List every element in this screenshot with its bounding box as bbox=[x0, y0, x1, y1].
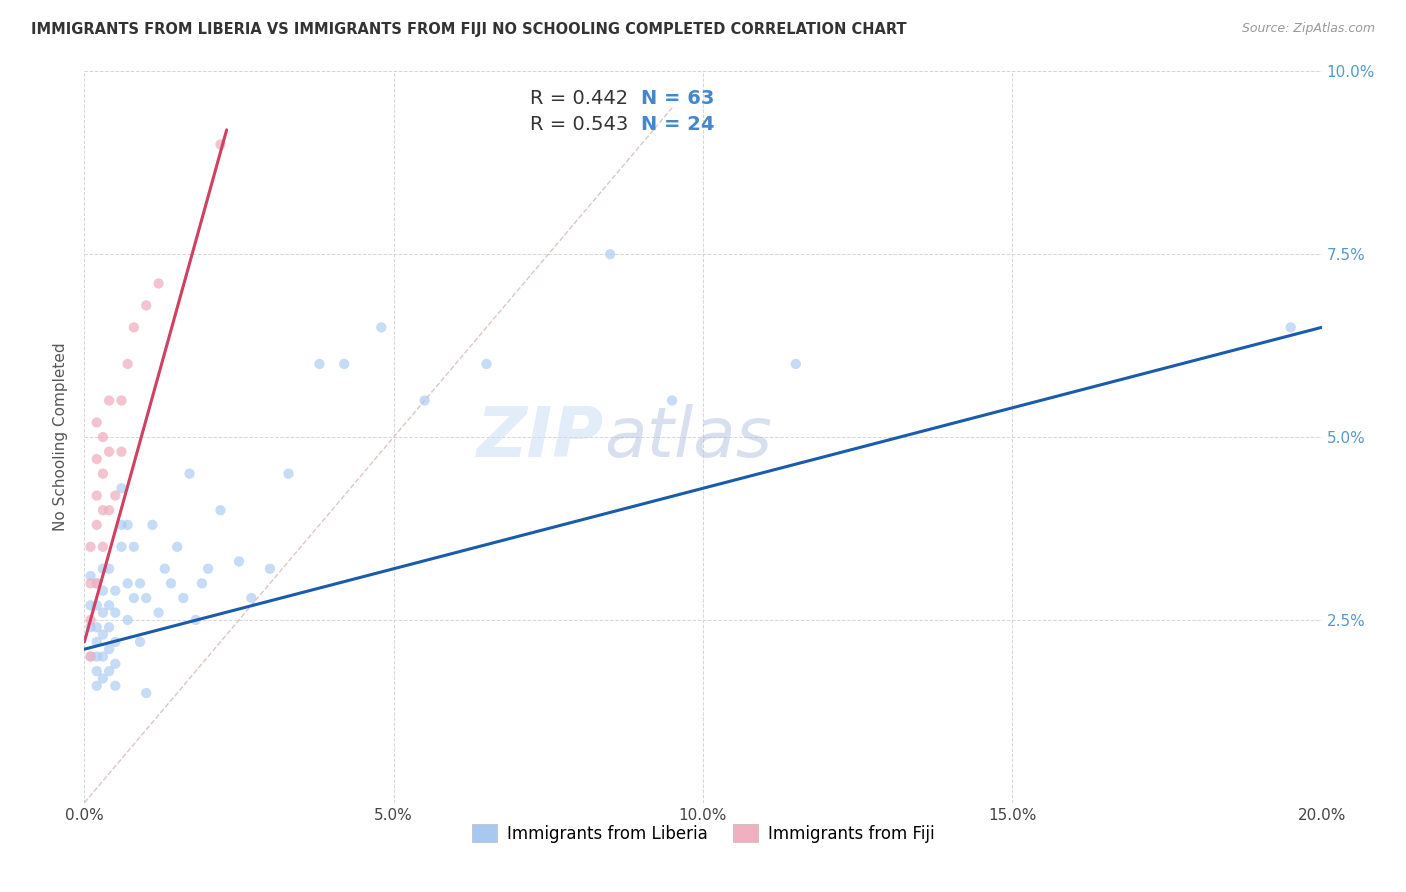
Point bbox=[98, 620, 121, 634]
Point bbox=[129, 635, 152, 649]
Point bbox=[179, 467, 201, 481]
Legend: Immigrants from Liberia, Immigrants from Fiji: Immigrants from Liberia, Immigrants from… bbox=[465, 818, 941, 849]
Point bbox=[104, 583, 127, 598]
Point bbox=[91, 627, 114, 641]
Point bbox=[91, 562, 114, 576]
Point bbox=[122, 591, 145, 605]
Point bbox=[599, 247, 621, 261]
Point bbox=[86, 599, 108, 613]
Point bbox=[91, 540, 114, 554]
Point bbox=[104, 606, 127, 620]
Point bbox=[110, 540, 132, 554]
Point bbox=[141, 517, 163, 532]
Point bbox=[240, 591, 263, 605]
Point bbox=[79, 540, 101, 554]
Point bbox=[98, 562, 121, 576]
Point bbox=[91, 606, 114, 620]
Text: ZIP: ZIP bbox=[477, 403, 605, 471]
Point bbox=[117, 576, 139, 591]
Point bbox=[135, 686, 157, 700]
Point bbox=[308, 357, 330, 371]
Point bbox=[259, 562, 281, 576]
Text: N = 24: N = 24 bbox=[641, 115, 714, 135]
Point bbox=[91, 467, 114, 481]
Point bbox=[91, 672, 114, 686]
Point bbox=[86, 664, 108, 678]
Point bbox=[79, 620, 101, 634]
Point bbox=[166, 540, 188, 554]
Text: Source: ZipAtlas.com: Source: ZipAtlas.com bbox=[1241, 22, 1375, 36]
Point bbox=[661, 393, 683, 408]
Point bbox=[129, 576, 152, 591]
Point bbox=[785, 357, 807, 371]
Point bbox=[86, 620, 108, 634]
Point bbox=[475, 357, 498, 371]
Point bbox=[79, 576, 101, 591]
Point bbox=[86, 576, 108, 591]
Text: IMMIGRANTS FROM LIBERIA VS IMMIGRANTS FROM FIJI NO SCHOOLING COMPLETED CORRELATI: IMMIGRANTS FROM LIBERIA VS IMMIGRANTS FR… bbox=[31, 22, 907, 37]
Point bbox=[98, 503, 121, 517]
Point bbox=[110, 517, 132, 532]
Point bbox=[122, 540, 145, 554]
Point bbox=[117, 517, 139, 532]
Text: R = 0.442: R = 0.442 bbox=[530, 89, 628, 108]
Point bbox=[79, 649, 101, 664]
Point bbox=[228, 554, 250, 568]
Point bbox=[191, 576, 214, 591]
Point bbox=[209, 137, 232, 152]
Point bbox=[110, 444, 132, 458]
Point bbox=[86, 489, 108, 503]
Point bbox=[277, 467, 299, 481]
Point bbox=[79, 599, 101, 613]
Point bbox=[91, 503, 114, 517]
Point bbox=[86, 635, 108, 649]
Text: atlas: atlas bbox=[605, 403, 772, 471]
Point bbox=[98, 642, 121, 657]
Point bbox=[79, 613, 101, 627]
Point bbox=[91, 583, 114, 598]
Text: R = 0.543: R = 0.543 bbox=[530, 115, 628, 135]
Point bbox=[86, 679, 108, 693]
Point bbox=[153, 562, 176, 576]
Point bbox=[197, 562, 219, 576]
Point bbox=[91, 649, 114, 664]
Point bbox=[184, 613, 207, 627]
Point bbox=[98, 599, 121, 613]
Point bbox=[117, 357, 139, 371]
Point bbox=[98, 393, 121, 408]
Point bbox=[110, 481, 132, 495]
Point bbox=[86, 576, 108, 591]
Point bbox=[172, 591, 194, 605]
Point bbox=[86, 452, 108, 467]
Point bbox=[104, 635, 127, 649]
Point bbox=[98, 444, 121, 458]
Point bbox=[104, 679, 127, 693]
Point bbox=[110, 393, 132, 408]
Point bbox=[86, 517, 108, 532]
Point bbox=[1279, 320, 1302, 334]
Point bbox=[135, 591, 157, 605]
Point bbox=[209, 503, 232, 517]
Point bbox=[86, 416, 108, 430]
Point bbox=[370, 320, 392, 334]
Point bbox=[117, 613, 139, 627]
Point bbox=[79, 649, 101, 664]
Point bbox=[413, 393, 436, 408]
Point bbox=[333, 357, 356, 371]
Point bbox=[79, 569, 101, 583]
Y-axis label: No Schooling Completed: No Schooling Completed bbox=[53, 343, 69, 532]
Point bbox=[148, 277, 170, 291]
Point bbox=[86, 649, 108, 664]
Point bbox=[135, 298, 157, 312]
Point bbox=[98, 664, 121, 678]
Text: N = 63: N = 63 bbox=[641, 89, 714, 108]
Point bbox=[148, 606, 170, 620]
Point bbox=[104, 489, 127, 503]
Point bbox=[91, 430, 114, 444]
Point bbox=[160, 576, 183, 591]
Point bbox=[104, 657, 127, 671]
Point bbox=[122, 320, 145, 334]
